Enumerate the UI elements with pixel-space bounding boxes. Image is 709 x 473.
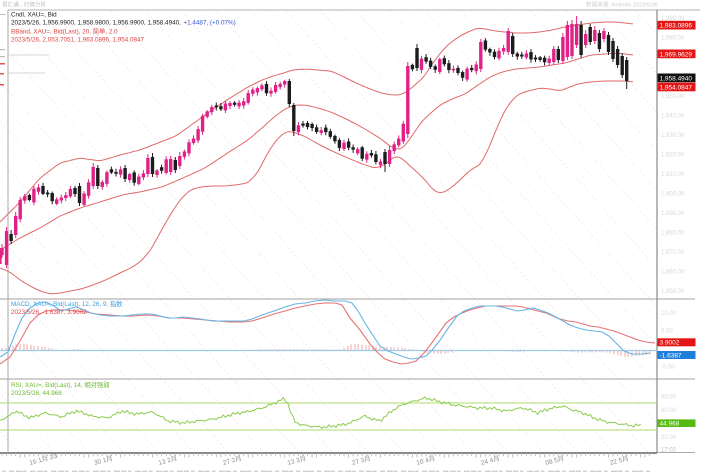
svg-text:2023/5/26, -1.6387, 3.9002: 2023/5/26, -1.6387, 3.9002 [11, 309, 87, 316]
svg-text:44.968: 44.968 [660, 421, 680, 428]
svg-text:1,920.00: 1,920.00 [661, 153, 685, 159]
svg-text:-1.6387: -1.6387 [660, 352, 682, 359]
svg-text:易汇通 - 行情分析: 易汇通 - 行情分析 [2, 0, 47, 8]
svg-text:1,910.00: 1,910.00 [661, 172, 685, 178]
svg-text:1,954.0847: 1,954.0847 [660, 84, 693, 91]
svg-text:3.9002: 3.9002 [660, 340, 680, 347]
svg-text:RSI, XAU=, Bid(Last), 14, 相对强弱: RSI, XAU=, Bid(Last), 14, 相对强弱 [11, 380, 110, 389]
svg-text:1,870.00: 1,870.00 [661, 250, 685, 256]
svg-text:1,983.0896: 1,983.0896 [660, 23, 693, 30]
svg-text:数据来源: Refinitiv 2023/5/26: 数据来源: Refinitiv 2023/5/26 [586, 0, 658, 8]
svg-text:80.00: 80.00 [661, 395, 677, 401]
svg-text:Cndl, XAU=, Bid: Cndl, XAU=, Bid [11, 12, 57, 19]
svg-text:1,940.00: 1,940.00 [661, 114, 685, 120]
svg-text:1,958.4940: 1,958.4940 [660, 75, 693, 82]
svg-text:1,930.00: 1,930.00 [661, 133, 685, 139]
svg-text:1,850.00: 1,850.00 [661, 289, 685, 295]
svg-text:2023/5/26, 1,956.9900, 1,958.9: 2023/5/26, 1,956.9900, 1,958.9800, 1,956… [11, 20, 181, 27]
svg-text:5.00: 5.00 [661, 329, 673, 335]
svg-text:1,990.00: 1,990.00 [661, 16, 685, 22]
svg-text:1,980.00: 1,980.00 [661, 36, 685, 42]
svg-text:1,860.00: 1,860.00 [661, 270, 685, 276]
svg-text:1,890.00: 1,890.00 [661, 211, 685, 217]
svg-text:17:02: 17:02 [661, 448, 677, 454]
svg-text:1,880.00: 1,880.00 [661, 231, 685, 237]
svg-text:10.00: 10.00 [661, 311, 677, 317]
svg-text:1,950.00: 1,950.00 [661, 94, 685, 100]
svg-text:20.00: 20.00 [661, 435, 677, 441]
svg-text:MACD, XAU=, Bid(Last), 12, 26,: MACD, XAU=, Bid(Last), 12, 26, 9, 指数 [11, 299, 123, 308]
svg-text:60.00: 60.00 [661, 408, 677, 414]
svg-text:2023/5/26, 2,053.7051, 1,963.0: 2023/5/26, 2,053.7051, 1,963.0896, 1,954… [11, 37, 145, 44]
svg-text:-5.00: -5.00 [661, 365, 675, 371]
svg-text:BBand, XAU=, Bid(Last), 20, 简单: BBand, XAU=, Bid(Last), 20, 简单, 2.0 [11, 27, 118, 36]
svg-text:1,900.00: 1,900.00 [661, 192, 685, 198]
svg-text:+1.4487, (+0.07%): +1.4487, (+0.07%) [184, 20, 236, 27]
svg-text:1,969.9629: 1,969.9629 [660, 51, 693, 58]
svg-text:2023/5/26, 44.968: 2023/5/26, 44.968 [11, 390, 62, 397]
